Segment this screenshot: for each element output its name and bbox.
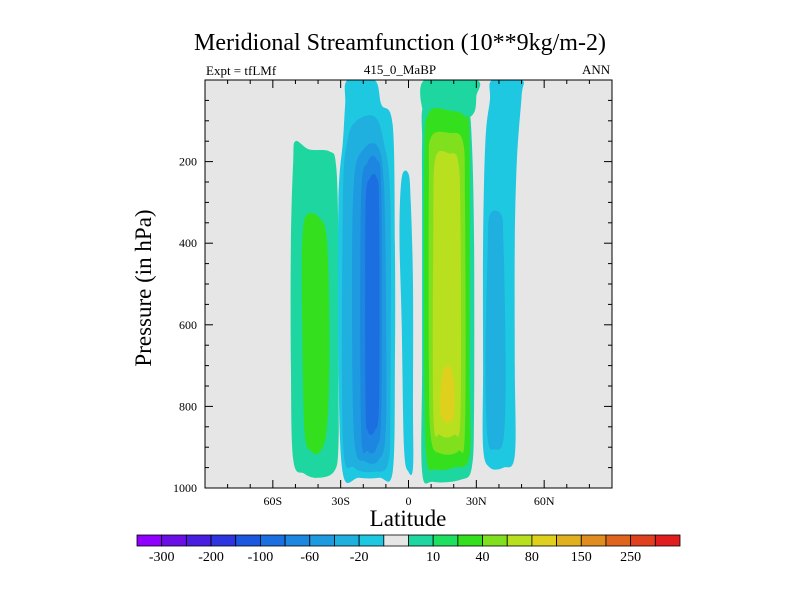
y-tick-label: 400 (179, 236, 197, 250)
x-tick-label: 30S (331, 494, 350, 508)
y-tick-label: 600 (179, 318, 197, 332)
x-tick-label: 30N (466, 494, 487, 508)
run-label: 415_0_MaBP (363, 62, 437, 77)
axes: 60S 30S 0 30N 60N 200 400 600 800 1000 (173, 80, 612, 508)
season-label: ANN (582, 62, 611, 77)
contour-nh-hadley-core (432, 150, 462, 438)
chart-title: Meridional Streamfunction (10**9kg/m-2) (194, 30, 606, 56)
x-tick-label: 60S (263, 494, 282, 508)
y-tick-label: 200 (179, 155, 197, 169)
y-tick-label: 800 (179, 399, 197, 413)
experiment-label: Expt = tfLMf (206, 63, 277, 78)
contour-regions (290, 80, 524, 484)
contour-sh-outer-cell-40 (301, 212, 330, 455)
contour-sh-cell-core-inner (365, 173, 380, 435)
y-tick-label: 1000 (173, 481, 197, 495)
contour-nh-ferrel-60 (485, 210, 506, 450)
x-tick-label: 60N (534, 494, 555, 508)
x-tick-label: 0 (406, 494, 412, 508)
contour-equatorial-thin-negative (399, 170, 414, 476)
contour-nh-hadley-max (439, 365, 455, 423)
x-axis-label: Latitude (369, 506, 447, 531)
